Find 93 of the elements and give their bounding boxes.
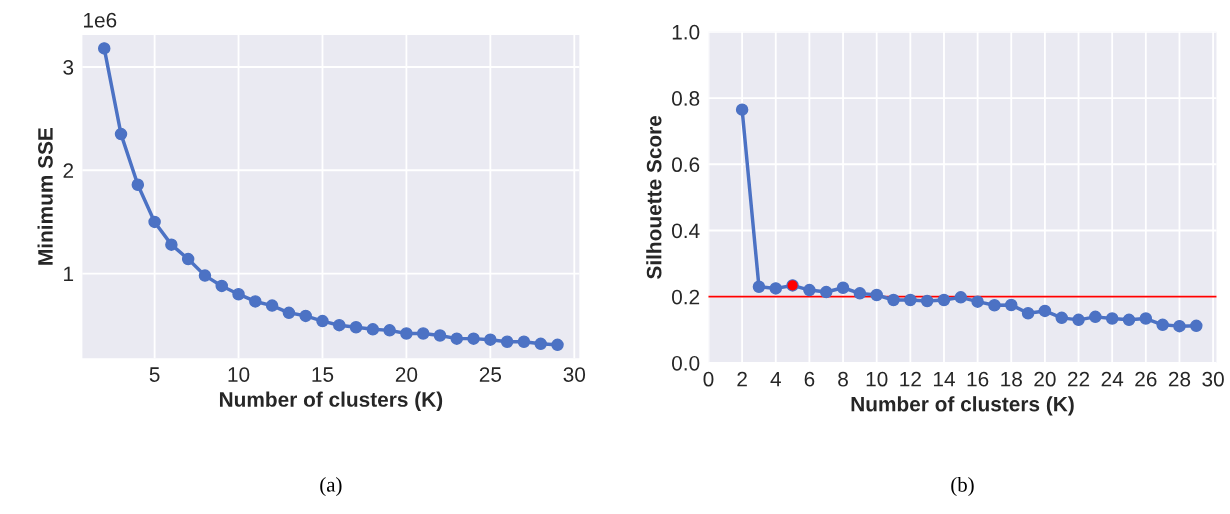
point [467,332,480,345]
point [534,337,547,351]
point [450,332,464,345]
y-tick-label: 1.0 [672,24,700,40]
point [971,295,984,308]
x-tick-label: 20 [1034,371,1056,387]
point [1072,313,1085,327]
x-tick-label: 20 [395,367,418,382]
point [349,321,363,334]
point [803,283,816,297]
y-axis-title: Minimum SSE [37,127,53,265]
x-tick-label: 22 [1068,371,1090,387]
y-axis-title: Silhouette Score [646,115,662,279]
text: 1e6 [84,12,117,28]
y-tick-label: 1 [64,266,74,282]
point [517,335,531,348]
point [299,309,312,323]
point [904,293,917,307]
x-tick-label: 10 [228,367,250,382]
point [400,327,413,340]
x-tick-label: 0 [703,371,714,387]
point [114,127,128,141]
point [1173,319,1186,333]
y-tick-label: 3 [63,59,74,75]
x-tick-label: 16 [967,371,989,387]
x-tick-label: 30 [1202,371,1224,387]
point [1122,313,1136,327]
y-tick-label: 0.2 [672,289,700,305]
text: (a) [320,477,342,497]
point [887,293,900,307]
point [988,299,1001,312]
point [181,252,195,266]
point [954,291,968,304]
point [316,314,329,328]
x-tick-label: 26 [1135,371,1157,387]
point [416,327,430,340]
point [131,178,145,191]
x-tick-label: 10 [866,371,888,387]
point [853,287,867,300]
x-axis-title: Number of clusters (K) [851,396,1074,416]
point [232,287,245,301]
point [1139,312,1153,325]
point [165,238,178,251]
y-tick-label: 0.6 [672,157,700,173]
point [1021,306,1035,320]
point [1156,318,1169,332]
point [282,306,296,320]
point [1190,319,1203,333]
point [836,281,850,294]
point [198,269,212,282]
point [1055,311,1068,325]
y-tick-label: 0.0 [672,355,700,371]
x-tick-label: 30 [563,367,586,382]
x-tick-label: 5 [149,367,160,382]
point [366,323,380,336]
x-tick-label: 8 [838,371,848,387]
y-tick-label: 0.8 [672,91,700,106]
text: (b) [951,477,974,497]
x-tick-label: 25 [479,367,502,382]
point [433,329,447,342]
point [769,282,783,295]
point [215,279,228,293]
x-tick-label: 28 [1168,371,1191,387]
x-axis-title: Number of clusters (K) [219,391,443,411]
x-tick-label: 2 [737,371,747,387]
point [920,294,934,308]
x-tick-label: 4 [770,371,781,387]
point [1005,298,1018,312]
point [500,335,514,348]
point [1105,312,1119,325]
point [937,293,951,307]
point [551,338,564,352]
point [870,288,883,302]
point [383,324,396,337]
point [97,42,111,55]
point [1089,310,1102,324]
point [819,285,833,299]
y-tick-label: 0.4 [672,223,700,239]
point [752,280,766,294]
x-tick-label: 12 [900,371,921,387]
point [484,333,497,346]
point [1038,304,1052,318]
x-tick-label: 15 [312,367,334,382]
point [265,299,279,312]
y-tick-label: 2 [63,163,74,178]
x-tick-label: 24 [1101,371,1124,387]
point [249,295,262,308]
point [148,215,161,229]
x-tick-label: 6 [804,371,815,387]
point [735,103,749,116]
x-tick-label: 18 [1001,371,1022,387]
x-tick-label: 14 [933,371,955,387]
point [333,318,346,332]
